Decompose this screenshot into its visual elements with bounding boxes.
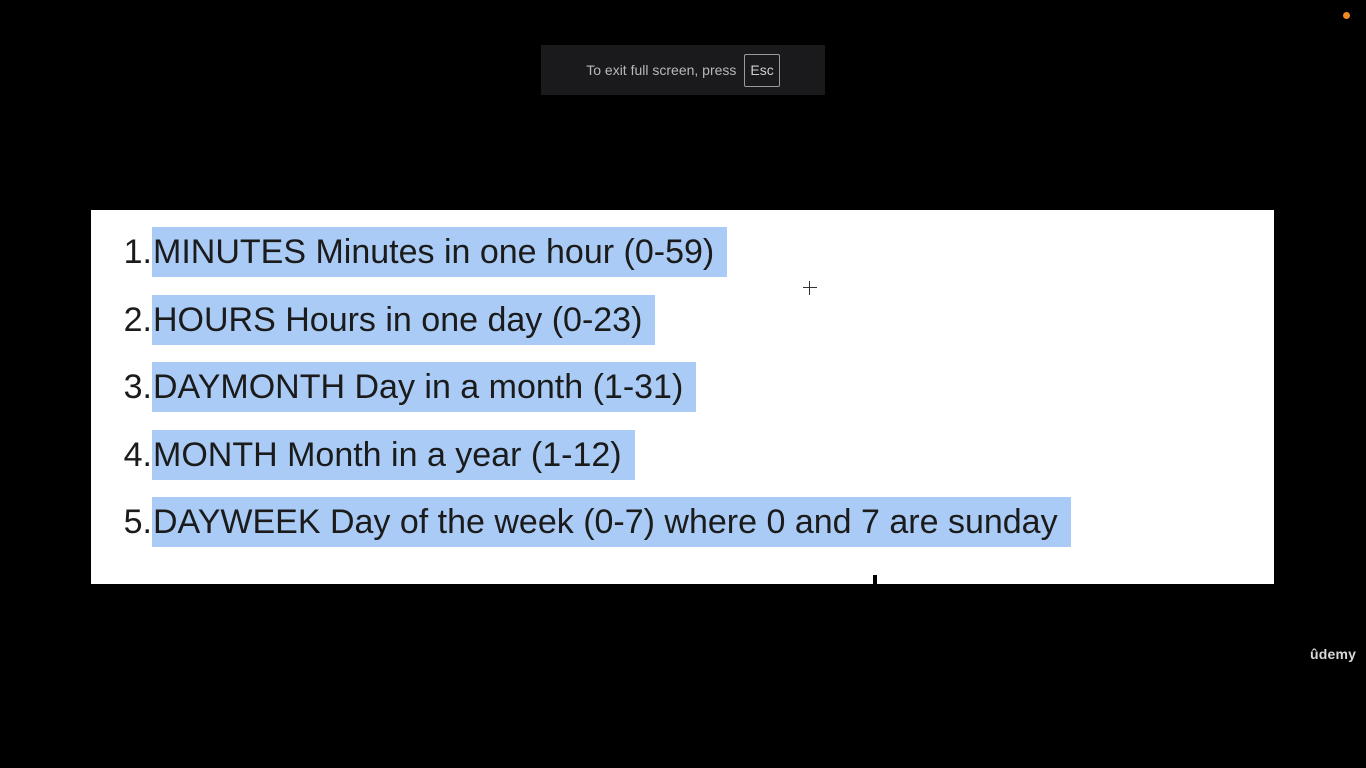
list-item-text: HOURS Hours in one day (0-23) <box>152 295 656 345</box>
list-item: 5. DAYWEEK Day of the week (0-7) where 0… <box>91 497 1071 547</box>
crosshair-cursor-icon <box>803 281 817 295</box>
fullscreen-exit-notice: To exit full screen, press Esc <box>541 45 825 95</box>
list-item-text: MINUTES Minutes in one hour (0-59) <box>152 227 728 277</box>
list-item-text: DAYMONTH Day in a month (1-31) <box>152 362 697 412</box>
list-item-number: 1. <box>123 232 152 271</box>
list-item-number: 3. <box>123 367 152 406</box>
list-item-text: MONTH Month in a year (1-12) <box>152 430 635 480</box>
udemy-watermark-logo: ûdemy <box>1310 646 1357 662</box>
list-item-number: 4. <box>123 435 152 474</box>
list-item-number: 2. <box>123 300 152 339</box>
text-caret-icon <box>873 575 877 587</box>
recording-indicator-icon <box>1343 12 1350 19</box>
list-item: 3. DAYMONTH Day in a month (1-31) <box>91 362 697 412</box>
list-item: 4. MONTH Month in a year (1-12) <box>91 430 635 480</box>
list-item-text: DAYWEEK Day of the week (0-7) where 0 an… <box>152 497 1071 547</box>
list-item: 2. HOURS Hours in one day (0-23) <box>91 295 656 345</box>
esc-key-badge: Esc <box>744 53 780 87</box>
fullscreen-notice-text: To exit full screen, press <box>586 62 737 78</box>
lecture-slide: 1. MINUTES Minutes in one hour (0-59) 2.… <box>91 210 1274 584</box>
list-item-number: 5. <box>123 502 152 541</box>
list-item: 1. MINUTES Minutes in one hour (0-59) <box>91 227 728 277</box>
